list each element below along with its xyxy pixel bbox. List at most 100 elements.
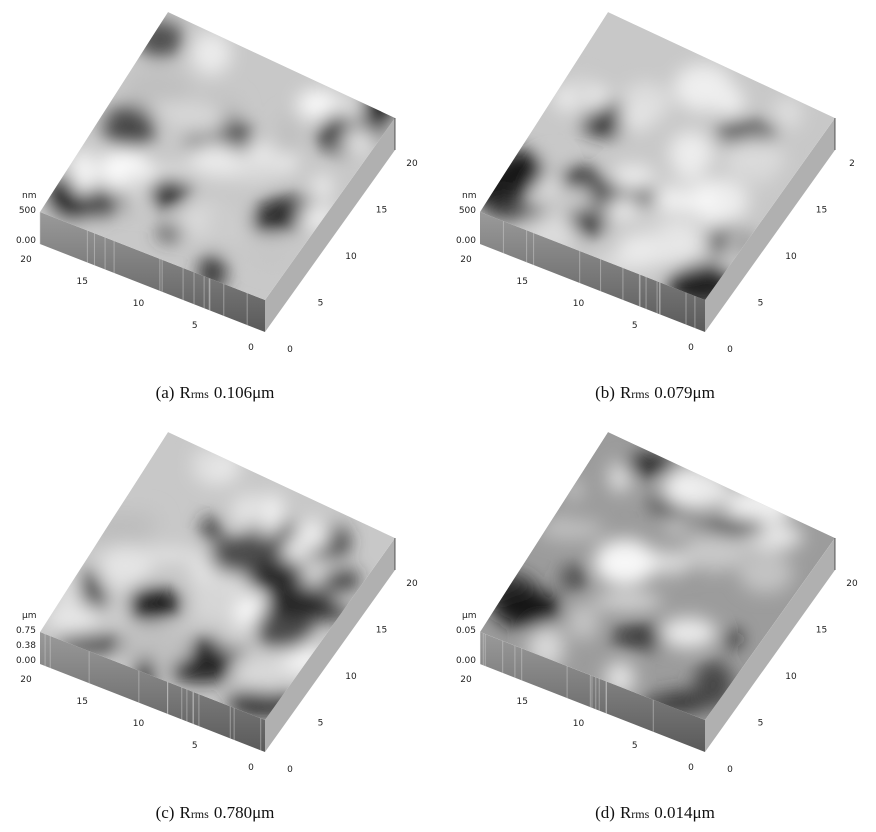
surface-blob — [71, 150, 96, 195]
y-tick-label: 5 — [758, 299, 764, 309]
surface-blob — [701, 468, 719, 495]
x-tick-label: 20 — [460, 255, 472, 265]
caption: (a)Rrms0.106μm — [156, 383, 275, 402]
y-tick-label: 20 — [406, 159, 418, 169]
surface-blob — [215, 629, 253, 648]
surface-blob — [250, 238, 294, 270]
caption-value: 0.079μm — [654, 383, 715, 402]
caption-symbol: R — [179, 803, 191, 822]
surface-blob — [654, 221, 703, 267]
x-tick-label: 15 — [517, 697, 528, 707]
surface-blob — [266, 585, 336, 621]
surface-blob — [201, 517, 221, 540]
surface-blob — [537, 519, 604, 540]
surface-blob — [624, 454, 676, 476]
surface-blob — [724, 138, 785, 180]
surface-blob — [136, 21, 184, 57]
surface-blob — [170, 658, 233, 682]
surface-blob — [681, 533, 746, 571]
surface-blob — [297, 90, 338, 120]
y-tick-label: 10 — [345, 672, 357, 682]
surface-blob — [313, 175, 332, 197]
caption-symbol: R — [620, 383, 632, 402]
surface-blob — [725, 486, 794, 525]
z-tick-label: 500 — [19, 206, 36, 216]
x-tick-label: 20 — [20, 675, 32, 685]
surface-blob — [662, 466, 729, 509]
surface-blob — [103, 105, 155, 150]
z-tick-label: 0.38 — [16, 641, 36, 651]
x-tick-label: 5 — [632, 321, 638, 331]
caption-value: 0.014μm — [654, 803, 715, 822]
x-tick-label: 0 — [248, 343, 254, 353]
y-tick-label: 2 — [849, 159, 855, 169]
surface-blob — [278, 113, 300, 158]
surface-blob — [77, 571, 99, 592]
surface-blob — [560, 565, 588, 590]
y-tick-label: 10 — [785, 672, 797, 682]
y-tick-label: 10 — [345, 252, 357, 262]
surface-blob — [279, 154, 297, 171]
surface-blob — [144, 590, 182, 617]
y-tick-label: 0 — [287, 765, 293, 775]
y-tick-label: 15 — [376, 626, 387, 636]
caption-value: 0.780μm — [214, 803, 275, 822]
caption: (c)Rrms0.780μm — [156, 803, 275, 822]
x-tick-label: 15 — [517, 277, 528, 287]
x-tick-label: 5 — [632, 741, 638, 751]
caption-label: (a) — [156, 383, 175, 402]
surface-blob — [594, 539, 656, 585]
y-tick-label: 15 — [376, 206, 387, 216]
x-tick-label: 10 — [573, 299, 585, 309]
panel: μm0.750.380.002015105005101520(c)Rrms0.7… — [16, 432, 418, 822]
z-tick-label: 0.00 — [16, 236, 36, 246]
caption-label: (c) — [156, 803, 175, 822]
surface-blob — [207, 204, 244, 248]
surface-blob — [121, 626, 188, 664]
surface-blob — [210, 536, 264, 574]
surface-blob — [607, 198, 640, 219]
x-tick-label: 0 — [248, 763, 254, 773]
surface-blob — [665, 519, 686, 534]
surface-blob — [341, 128, 376, 155]
z-tick-label: 0.05 — [456, 626, 476, 636]
surface-blob — [319, 569, 360, 591]
surface-blob — [593, 595, 662, 608]
x-tick-label: 15 — [77, 277, 88, 287]
surface-blob — [191, 580, 238, 624]
surface-blob — [773, 97, 802, 128]
x-tick-label: 0 — [688, 763, 694, 773]
y-tick-label: 0 — [727, 345, 733, 355]
caption-subscript: rms — [631, 807, 649, 821]
surface-blob — [191, 32, 231, 75]
z-unit: nm — [22, 191, 36, 201]
y-tick-label: 20 — [846, 579, 858, 589]
surface — [470, 12, 835, 307]
surface-blob — [189, 142, 242, 177]
surface-blob — [567, 604, 599, 640]
surface-blob — [617, 106, 655, 131]
surface-blob — [148, 103, 220, 118]
z-unit: μm — [462, 611, 477, 621]
surface-blob — [46, 602, 100, 635]
caption-subscript: rms — [631, 387, 649, 401]
surface-blob — [659, 177, 703, 193]
surface-blob — [85, 189, 115, 217]
surface-blob — [560, 168, 600, 187]
surface-blob — [157, 226, 183, 241]
figure: nm5000.002015105005101520(a)Rrms0.106μmn… — [0, 0, 876, 832]
caption: (d)Rrms0.014μm — [595, 803, 715, 822]
surface-blob — [660, 618, 717, 648]
z-tick-label: 0.00 — [16, 656, 36, 666]
y-tick-label: 10 — [785, 252, 797, 262]
z-unit: μm — [22, 611, 37, 621]
surface-blob — [610, 165, 655, 191]
surface-blob — [264, 494, 283, 533]
y-tick-label: 5 — [318, 719, 324, 729]
surface-blob — [126, 172, 146, 212]
surface-blob — [235, 656, 294, 695]
